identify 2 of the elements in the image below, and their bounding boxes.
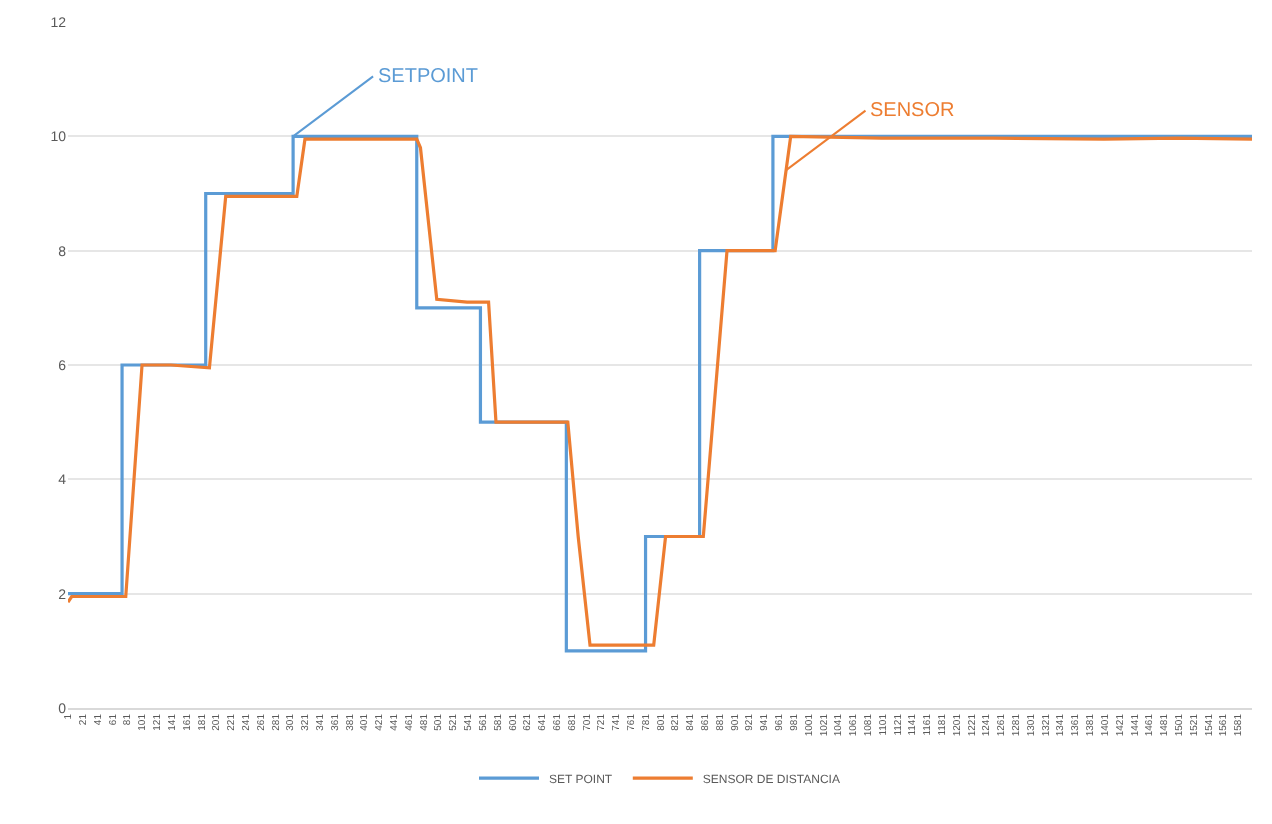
annotation: SETPOINT [378,66,479,88]
annotation: SENSOR [870,100,955,122]
